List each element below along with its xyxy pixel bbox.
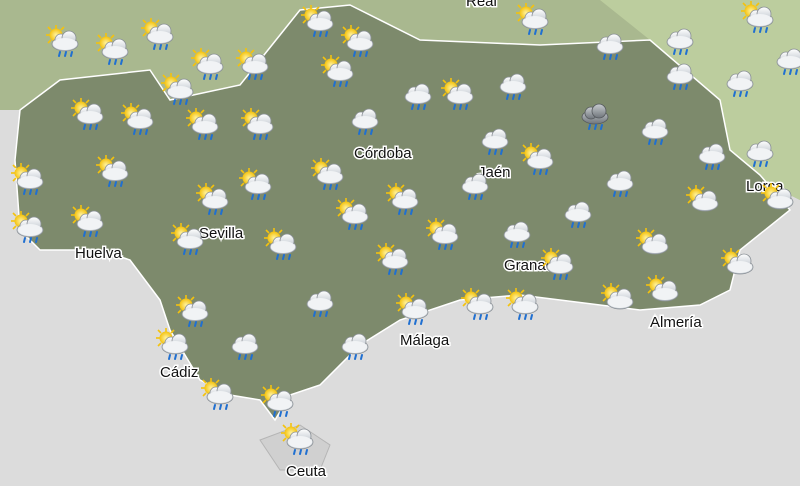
city-label: Málaga — [400, 332, 450, 349]
city-label: Almería — [650, 314, 702, 331]
city-label: Huelva — [75, 245, 122, 262]
northern-land — [0, 0, 800, 200]
city-label: Ceuta — [286, 463, 327, 480]
city-label: Córdoba — [354, 145, 412, 162]
city-label: Cádiz — [160, 364, 198, 381]
city-label: Real — [466, 0, 497, 10]
city-label: Sevilla — [199, 225, 244, 242]
